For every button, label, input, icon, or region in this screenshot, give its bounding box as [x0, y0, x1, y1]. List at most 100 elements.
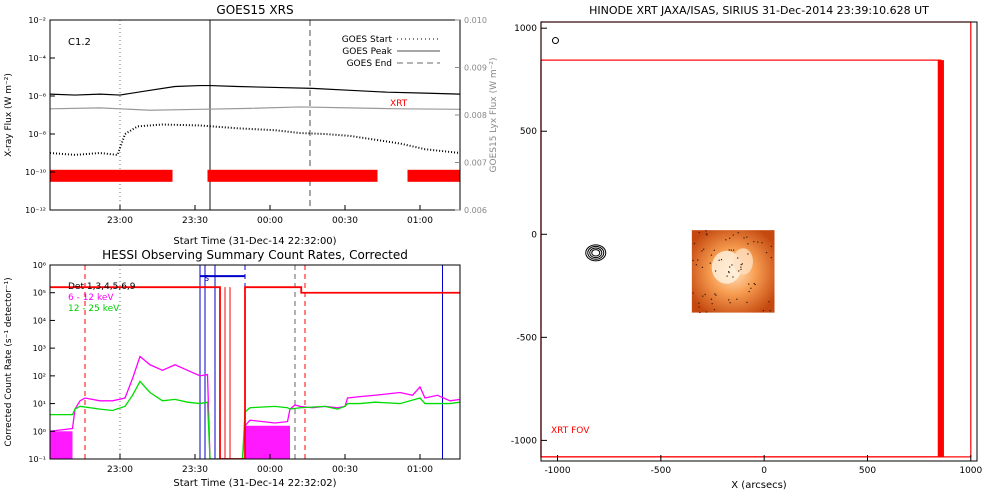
- xrt-x-tick-label: -1000: [544, 466, 570, 476]
- xrt-speckle: [743, 237, 745, 239]
- xrt-speckle: [713, 309, 716, 311]
- xrt-speckle: [737, 232, 739, 234]
- hessi-y-tick-label: 10⁶: [33, 261, 46, 270]
- xrt-contour: [591, 249, 601, 257]
- xrt-title: HINODE XRT JAXA/ISAS, SIRIUS 31-Dec-2014…: [589, 4, 929, 17]
- hessi-x-label: Start Time (31-Dec-14 22:32:02): [173, 478, 336, 489]
- goes-x-tick-label: 23:30: [182, 216, 208, 226]
- xrt-y-tick-label: -1000: [511, 436, 537, 446]
- goes-y-tick-label: 10⁻¹²: [25, 206, 46, 215]
- xrt-speckle: [702, 295, 704, 297]
- xrt-speckle: [737, 257, 739, 259]
- xrt-y-tick-label: 0: [531, 230, 537, 240]
- goes-y-tick-label: 10⁻⁸: [28, 130, 46, 139]
- hessi-y-tick-label: 10⁵: [33, 289, 46, 298]
- xrt-speckle: [701, 250, 703, 252]
- goes-coverage-bar: [50, 169, 173, 182]
- xrt-speckle: [761, 242, 763, 244]
- goes-legend: GOES Start GOES Peak GOES End: [342, 35, 440, 69]
- xrt-speckle: [713, 249, 715, 251]
- goes-xrs-panel: GOES15 XRS 23:00 23:30 00:00 00:30 01:00 10⁻…: [4, 3, 499, 247]
- xrt-speckle: [728, 299, 730, 301]
- hessi-axes-frame: [49, 264, 461, 460]
- hessi-series-1: [50, 380, 460, 459]
- hessi-legend-12-25: 12 - 25 keV: [68, 304, 120, 314]
- hessi-x-tick-label: 23:30: [182, 465, 208, 475]
- xrt-speckle: [709, 262, 711, 264]
- xrt-speckle: [730, 249, 732, 251]
- hessi-s-label: S: [204, 274, 209, 283]
- xrt-speckle: [728, 271, 730, 273]
- goes-y2-tick-label: 0.010: [464, 16, 487, 25]
- xrt-speckle: [718, 259, 720, 261]
- hessi-series-2: [50, 286, 460, 459]
- xrt-speckle: [715, 294, 717, 296]
- xrt-x-label: X (arcsecs): [731, 480, 787, 491]
- xrt-speckle: [731, 264, 733, 266]
- goes-x-label: Start Time (31-Dec-14 22:32:00): [173, 236, 336, 247]
- xrt-speckle: [725, 239, 727, 241]
- xrt-speckle: [729, 237, 731, 239]
- goes-title: GOES15 XRS: [216, 3, 293, 17]
- hessi-y-label: Corrected Count Rate (s⁻¹ detector⁻¹): [4, 277, 14, 446]
- xrt-x-tick-label: 0: [761, 466, 767, 476]
- xrt-speckle: [733, 249, 735, 251]
- xrt-speckle: [720, 259, 723, 261]
- xrt-speckle: [706, 234, 708, 236]
- xrt-y-tick-label: -500: [517, 333, 538, 343]
- xrt-speckle: [698, 231, 700, 234]
- hessi-x-axis: 23:00 23:30 00:00 00:30 01:00: [107, 454, 433, 475]
- goes-y2-tick-label: 0.007: [464, 159, 487, 168]
- hessi-y-tick-label: 10⁴: [33, 316, 46, 325]
- xrt-speckle: [728, 271, 730, 274]
- goes-series-0: [50, 84, 460, 96]
- xrt-speckle: [703, 248, 705, 250]
- xrt-contour: [585, 244, 607, 262]
- xrt-y-tick-label: 1000: [514, 24, 537, 34]
- goes-coverage-bars: [50, 169, 460, 182]
- xrt-speckle: [769, 310, 771, 312]
- xrt-speckle: [746, 236, 748, 238]
- xrt-x-tick-label: 500: [859, 466, 876, 476]
- xrt-speckle: [738, 270, 740, 272]
- xrt-speckle: [705, 230, 707, 232]
- goes-x-axis: 23:00 23:30 00:00 00:30 01:00: [107, 205, 433, 226]
- xrt-speckle: [699, 311, 701, 314]
- hessi-legend: Det 1,3,4,5,6,9 6 - 12 keV 12 - 25 keV: [68, 282, 136, 314]
- goes-coverage-bar: [207, 169, 378, 182]
- xrt-speckle: [711, 303, 713, 305]
- goes-series-group: [50, 84, 460, 156]
- xrt-bright-region: [733, 248, 754, 275]
- goes-y2-tick-label: 0.008: [464, 111, 487, 120]
- hessi-y-tick-label: 10¹: [33, 400, 46, 409]
- goes-y2-tick-label: 0.009: [464, 64, 487, 73]
- xrt-speckle: [728, 249, 730, 251]
- goes-y-tick-label: 10⁻⁴: [28, 54, 46, 63]
- xrt-speckle: [701, 266, 704, 268]
- xrt-speckle: [736, 298, 738, 300]
- xrt-speckle: [697, 259, 699, 261]
- goes-y-tick-label: 10⁻¹⁰: [25, 168, 46, 177]
- goes-legend-end: GOES End: [347, 59, 392, 69]
- xrt-speckle: [762, 309, 764, 312]
- xrt-speckle: [753, 282, 755, 285]
- goes-x-tick-label: 01:00: [407, 216, 433, 226]
- goes-y-tick-label: 10⁻²: [28, 16, 46, 25]
- hessi-panel: HESSI Observing Summary Count Rates, Cor…: [4, 248, 461, 489]
- goes-series-2: [50, 123, 460, 156]
- goes-coverage-bar: [407, 169, 460, 182]
- xrt-speckle: [754, 283, 756, 286]
- xrt-speckle: [747, 253, 749, 255]
- hessi-series-0: [50, 355, 460, 459]
- hessi-marker-lines: [84, 265, 443, 459]
- xrt-speckle: [729, 302, 731, 304]
- hessi-attenuator-block: [245, 425, 290, 459]
- goes-y2-tick-label: 0.006: [464, 206, 487, 215]
- xrt-speckle: [729, 266, 731, 268]
- xrt-speckle: [714, 293, 716, 295]
- xrt-speckle: [710, 298, 713, 300]
- xrt-x-tick-label: -500: [651, 466, 672, 476]
- hessi-legend-det: Det 1,3,4,5,6,9: [68, 282, 136, 292]
- xrt-speckle: [748, 283, 750, 285]
